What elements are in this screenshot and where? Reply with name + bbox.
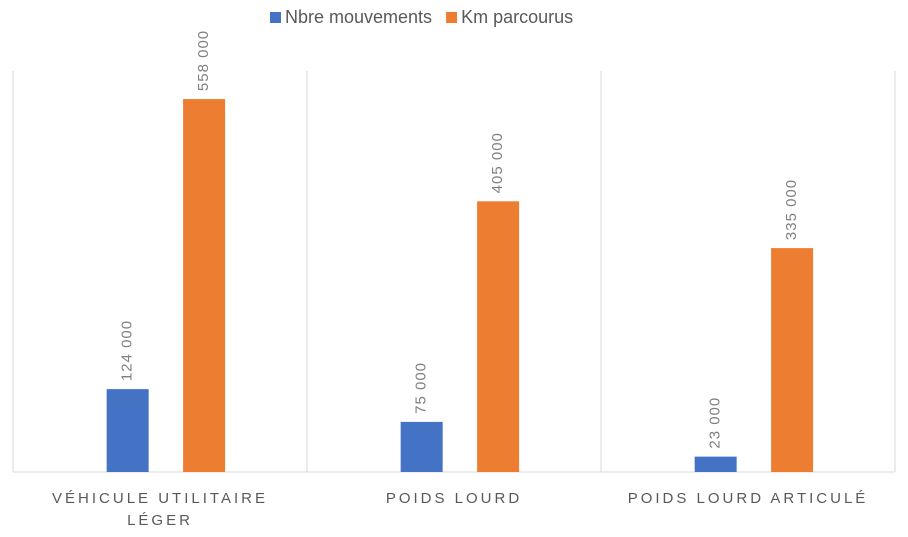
- data-label: 558 000: [195, 30, 212, 91]
- legend-label: Nbre mouvements: [285, 7, 432, 27]
- data-label: 23 000: [707, 397, 724, 449]
- data-label: 75 000: [413, 362, 430, 414]
- data-label: 124 000: [119, 320, 136, 381]
- bar: [694, 456, 737, 472]
- data-label: 405 000: [489, 132, 506, 193]
- legend-label: Km parcourus: [461, 7, 573, 27]
- x-tick-label: POIDS LOURD ARTICULÉ: [627, 490, 869, 507]
- x-tick-label: VÉHICULE UTILITAIRE LÉGER: [52, 490, 268, 529]
- bar: [477, 201, 520, 472]
- bar: [183, 99, 226, 472]
- data-label: 335 000: [783, 179, 800, 240]
- legend-swatch: [270, 12, 281, 23]
- bar: [400, 421, 443, 472]
- bar: [771, 248, 814, 472]
- bar: [106, 389, 149, 472]
- legend-swatch: [446, 12, 458, 23]
- x-tick-label: POIDS LOURD: [385, 490, 523, 507]
